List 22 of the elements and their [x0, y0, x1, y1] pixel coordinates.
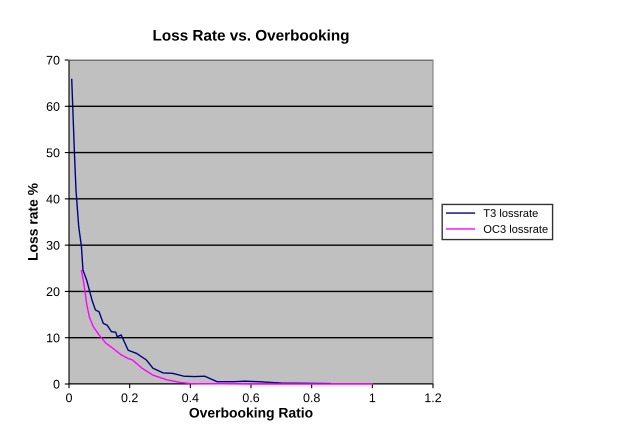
legend-label: OC3 lossrate — [484, 224, 548, 233]
x-tick-label: 1.2 — [425, 393, 442, 402]
y-tick-label: 30 — [46, 240, 60, 250]
y-tick-label: 40 — [46, 194, 60, 204]
line-series — [80, 270, 374, 385]
x-tick-label: 0.2 — [121, 393, 138, 402]
x-axis-title: Overbooking Ratio — [189, 407, 313, 420]
y-tick-label: 70 — [46, 56, 60, 65]
line-series — [71, 78, 331, 384]
x-tick-label: 0.6 — [242, 393, 260, 402]
y-tick-label: 10 — [47, 334, 60, 342]
x-tick-label: 0.4 — [182, 393, 199, 402]
legend-label: T3 lossrate — [484, 208, 538, 218]
y-tick-label: 60 — [46, 102, 60, 111]
y-tick-label: 50 — [46, 148, 60, 158]
x-tick-label: 0 — [66, 393, 72, 402]
x-tick-label: 1 — [370, 393, 376, 402]
y-tick-label: 20 — [46, 287, 60, 296]
y-axis-title: Loss rate % — [28, 183, 38, 260]
x-tick-label: 0.8 — [303, 393, 320, 402]
y-tick-label: 0 — [54, 380, 60, 389]
chart-title: Loss Rate vs. Overbooking — [154, 29, 348, 44]
